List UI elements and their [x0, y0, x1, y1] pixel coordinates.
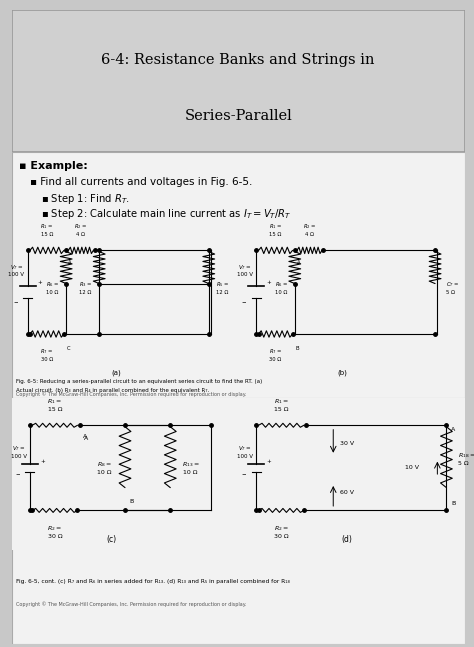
Text: $R_7 =$
30 Ω: $R_7 =$ 30 Ω	[40, 347, 54, 362]
FancyBboxPatch shape	[12, 398, 465, 550]
Text: $C_T =$
5 Ω: $C_T =$ 5 Ω	[447, 280, 459, 294]
Text: A: A	[83, 434, 88, 439]
Text: ▪ Step 1: Find $R_T$.: ▪ Step 1: Find $R_T$.	[41, 192, 130, 206]
Text: Fig. 6-5: Reducing a series-parallel circuit to an equivalent series circuit to : Fig. 6-5: Reducing a series-parallel cir…	[17, 379, 263, 384]
Text: +: +	[40, 459, 45, 465]
Text: $R_6 =$
10 Ω: $R_6 =$ 10 Ω	[275, 280, 288, 294]
Text: −: −	[15, 472, 20, 476]
Text: $R_1 =$
15 Ω: $R_1 =$ 15 Ω	[40, 222, 54, 237]
Text: 30 V: 30 V	[340, 441, 354, 446]
Text: $R_2 =$
30 Ω: $R_2 =$ 30 Ω	[273, 524, 289, 539]
Text: +: +	[37, 280, 42, 285]
Text: −: −	[13, 300, 18, 305]
Text: $R_{13} =$
10 Ω: $R_{13} =$ 10 Ω	[182, 461, 200, 475]
Text: +: +	[266, 280, 271, 285]
Text: $V_T=$
100 V: $V_T=$ 100 V	[237, 263, 253, 278]
Text: $R_1 =$
15 Ω: $R_1 =$ 15 Ω	[273, 397, 289, 411]
Text: $V_T=$
100 V: $V_T=$ 100 V	[237, 444, 253, 459]
FancyBboxPatch shape	[12, 152, 465, 398]
Text: 10 V: 10 V	[405, 465, 419, 470]
Text: $R_2 =$
4 Ω: $R_2 =$ 4 Ω	[303, 222, 316, 237]
FancyBboxPatch shape	[12, 404, 465, 547]
Text: 6-4: Resistance Banks and Strings in: 6-4: Resistance Banks and Strings in	[101, 52, 375, 67]
Text: Actual circuit. (b) R₃ and R₄ in parallel combined for the equivalent R₇.: Actual circuit. (b) R₃ and R₄ in paralle…	[17, 388, 210, 393]
Text: 6-4: Resistance Banks and Strings in: 6-4: Resistance Banks and Strings in	[101, 447, 375, 461]
Text: A: A	[84, 436, 89, 441]
Text: (a): (a)	[111, 369, 121, 376]
Text: A: A	[451, 427, 455, 432]
Text: B: B	[295, 346, 299, 351]
Text: $R_1 =$
15 Ω: $R_1 =$ 15 Ω	[47, 397, 63, 411]
Text: (d): (d)	[341, 535, 352, 544]
Text: A: A	[297, 260, 301, 265]
FancyBboxPatch shape	[12, 547, 465, 644]
Text: +: +	[266, 459, 271, 465]
Text: $V_T=$
100 V: $V_T=$ 100 V	[10, 444, 27, 459]
Text: $R_5 =$
12 Ω: $R_5 =$ 12 Ω	[216, 280, 229, 294]
Text: B: B	[451, 501, 455, 506]
Text: A: A	[68, 260, 72, 265]
Text: ▪ Find all currents and voltages in Fig. 6-5.: ▪ Find all currents and voltages in Fig.…	[30, 177, 252, 186]
Text: ▪ Example:: ▪ Example:	[18, 160, 87, 171]
Text: $R_{18} =$
5 Ω: $R_{18} =$ 5 Ω	[458, 452, 474, 466]
Text: C: C	[67, 346, 70, 351]
Text: B: B	[129, 499, 134, 505]
Text: $R_2 =$
30 Ω: $R_2 =$ 30 Ω	[47, 524, 63, 539]
Text: $R_1 =$
15 Ω: $R_1 =$ 15 Ω	[269, 222, 282, 237]
Text: Series-Parallel: Series-Parallel	[184, 504, 292, 518]
Text: Copyright © The McGraw-Hill Companies, Inc. Permission required for reproduction: Copyright © The McGraw-Hill Companies, I…	[17, 392, 247, 397]
Text: −: −	[242, 300, 246, 305]
Text: (c): (c)	[106, 535, 117, 544]
Text: 60 V: 60 V	[340, 490, 354, 495]
Text: $R_2 =$
4 Ω: $R_2 =$ 4 Ω	[74, 222, 87, 237]
Text: $R_6 =$
10 Ω: $R_6 =$ 10 Ω	[46, 280, 59, 294]
Text: $R_7 =$
30 Ω: $R_7 =$ 30 Ω	[269, 347, 282, 362]
Text: −: −	[242, 472, 246, 476]
Text: Copyright © The McGraw-Hill Companies, Inc. Permission required for reproduction: Copyright © The McGraw-Hill Companies, I…	[17, 601, 247, 607]
Text: $R_8 =$
10 Ω: $R_8 =$ 10 Ω	[97, 461, 112, 475]
Text: $V_T=$
100 V: $V_T=$ 100 V	[9, 263, 24, 278]
FancyBboxPatch shape	[12, 10, 465, 152]
Text: (b): (b)	[337, 369, 347, 376]
Text: Fig. 6-5, cont. (c) R₇ and R₆ in series added for R₁₃. (d) R₁₃ and R₅ in paralle: Fig. 6-5, cont. (c) R₇ and R₆ in series …	[17, 578, 290, 584]
Text: $R_3 =$
12 Ω: $R_3 =$ 12 Ω	[79, 280, 92, 294]
Text: Series-Parallel: Series-Parallel	[184, 109, 292, 124]
Text: ▪ Step 2: Calculate main line current as $I_T = V_T/R_T$: ▪ Step 2: Calculate main line current as…	[41, 208, 292, 221]
